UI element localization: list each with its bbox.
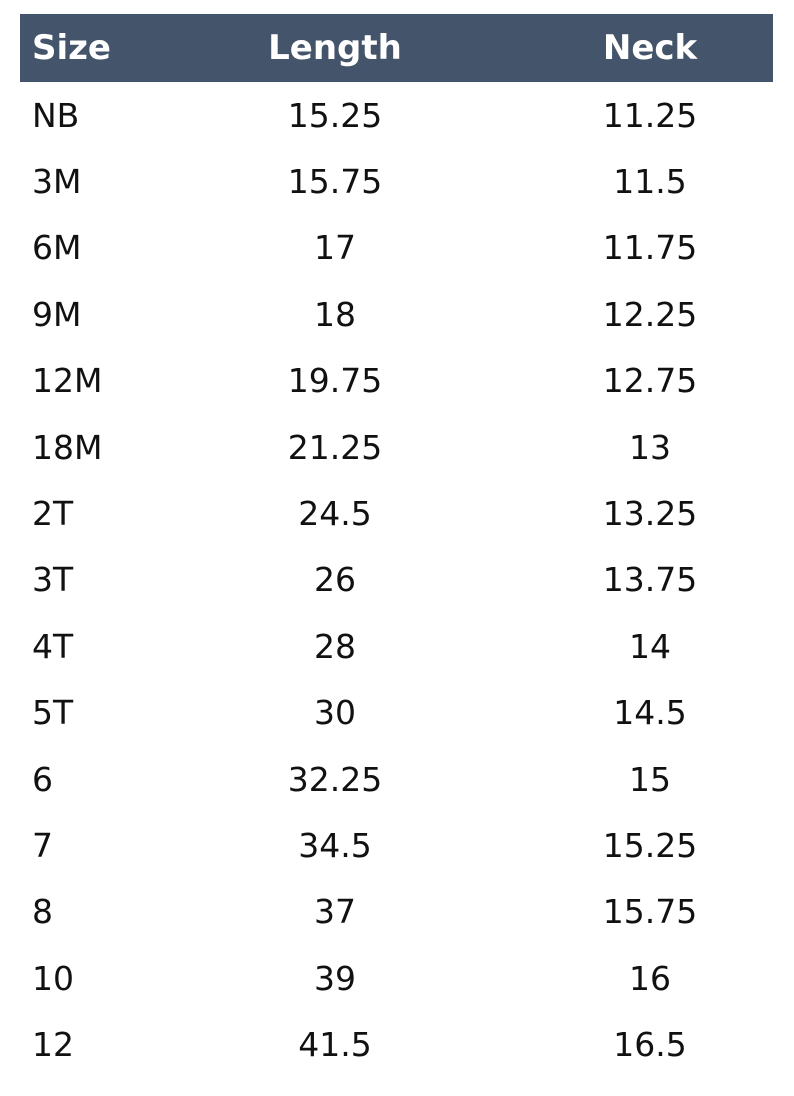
neck-cell: 11.25: [602, 95, 698, 135]
table-row: 18M 21.25 13: [20, 414, 773, 480]
table-row: 5T 30 14.5: [20, 680, 773, 746]
table-row: 12 41.5 16.5: [20, 1011, 773, 1077]
neck-cell: 13.75: [602, 560, 698, 600]
size-chart-table: Size Length Neck NB 15.25 11.25 3M 15.75 11.5…: [20, 14, 773, 1078]
table-row: 10 39 16: [20, 945, 773, 1011]
neck-cell: 14: [629, 626, 671, 666]
table-row: 8 37 15.75: [20, 879, 773, 945]
length-cell: 18: [314, 294, 356, 334]
size-cell: 9M: [32, 294, 82, 334]
size-cell: 3M: [32, 162, 82, 202]
header-size: Size: [32, 28, 111, 68]
size-cell: 6: [32, 759, 53, 799]
neck-cell: 13.25: [602, 494, 698, 534]
length-cell: 28: [314, 626, 356, 666]
neck-cell: 12.75: [602, 361, 698, 401]
length-cell: 15.75: [287, 162, 383, 202]
size-cell: 8: [32, 892, 53, 932]
length-cell: 30: [314, 693, 356, 733]
neck-cell: 15.25: [602, 825, 698, 865]
size-cell: 18M: [32, 427, 103, 467]
length-cell: 34.5: [298, 825, 372, 865]
size-cell: 3T: [32, 560, 74, 600]
table-row: 7 34.5 15.25: [20, 812, 773, 878]
table-header: Size Length Neck: [20, 14, 773, 82]
table-row: 12M 19.75 12.75: [20, 348, 773, 414]
neck-cell: 13: [629, 427, 671, 467]
neck-cell: 11.75: [602, 228, 698, 268]
neck-cell: 15.75: [602, 892, 698, 932]
table-row: 3T 26 13.75: [20, 547, 773, 613]
header-neck: Neck: [602, 28, 698, 68]
table-row: NB 15.25 11.25: [20, 82, 773, 148]
length-cell: 26: [314, 560, 356, 600]
length-cell: 32.25: [287, 759, 383, 799]
neck-cell: 12.25: [602, 294, 698, 334]
neck-cell: 14.5: [613, 693, 687, 733]
header-length: Length: [268, 28, 402, 68]
table-body: NB 15.25 11.25 3M 15.75 11.5 6M 17 11.75 9M 18 12.2…: [20, 82, 773, 1078]
length-cell: 37: [314, 892, 356, 932]
length-cell: 39: [314, 958, 356, 998]
neck-cell: 16.5: [613, 1025, 687, 1065]
length-cell: 17: [314, 228, 356, 268]
size-cell: 2T: [32, 494, 74, 534]
size-cell: 6M: [32, 228, 82, 268]
neck-cell: 16: [629, 958, 671, 998]
size-cell: NB: [32, 95, 80, 135]
table-row: 9M 18 12.25: [20, 281, 773, 347]
size-cell: 12M: [32, 361, 103, 401]
neck-cell: 15: [629, 759, 671, 799]
length-cell: 24.5: [298, 494, 372, 534]
size-cell: 10: [32, 958, 74, 998]
length-cell: 19.75: [287, 361, 383, 401]
length-cell: 21.25: [287, 427, 383, 467]
table-row: 3M 15.75 11.5: [20, 148, 773, 214]
table-row: 6 32.25 15: [20, 746, 773, 812]
length-cell: 41.5: [298, 1025, 372, 1065]
table-row: 6M 17 11.75: [20, 215, 773, 281]
table-row: 2T 24.5 13.25: [20, 480, 773, 546]
size-cell: 12: [32, 1025, 74, 1065]
table-row: 4T 28 14: [20, 613, 773, 679]
length-cell: 15.25: [287, 95, 383, 135]
size-cell: 5T: [32, 693, 74, 733]
neck-cell: 11.5: [613, 162, 687, 202]
size-cell: 7: [32, 825, 53, 865]
size-cell: 4T: [32, 626, 74, 666]
